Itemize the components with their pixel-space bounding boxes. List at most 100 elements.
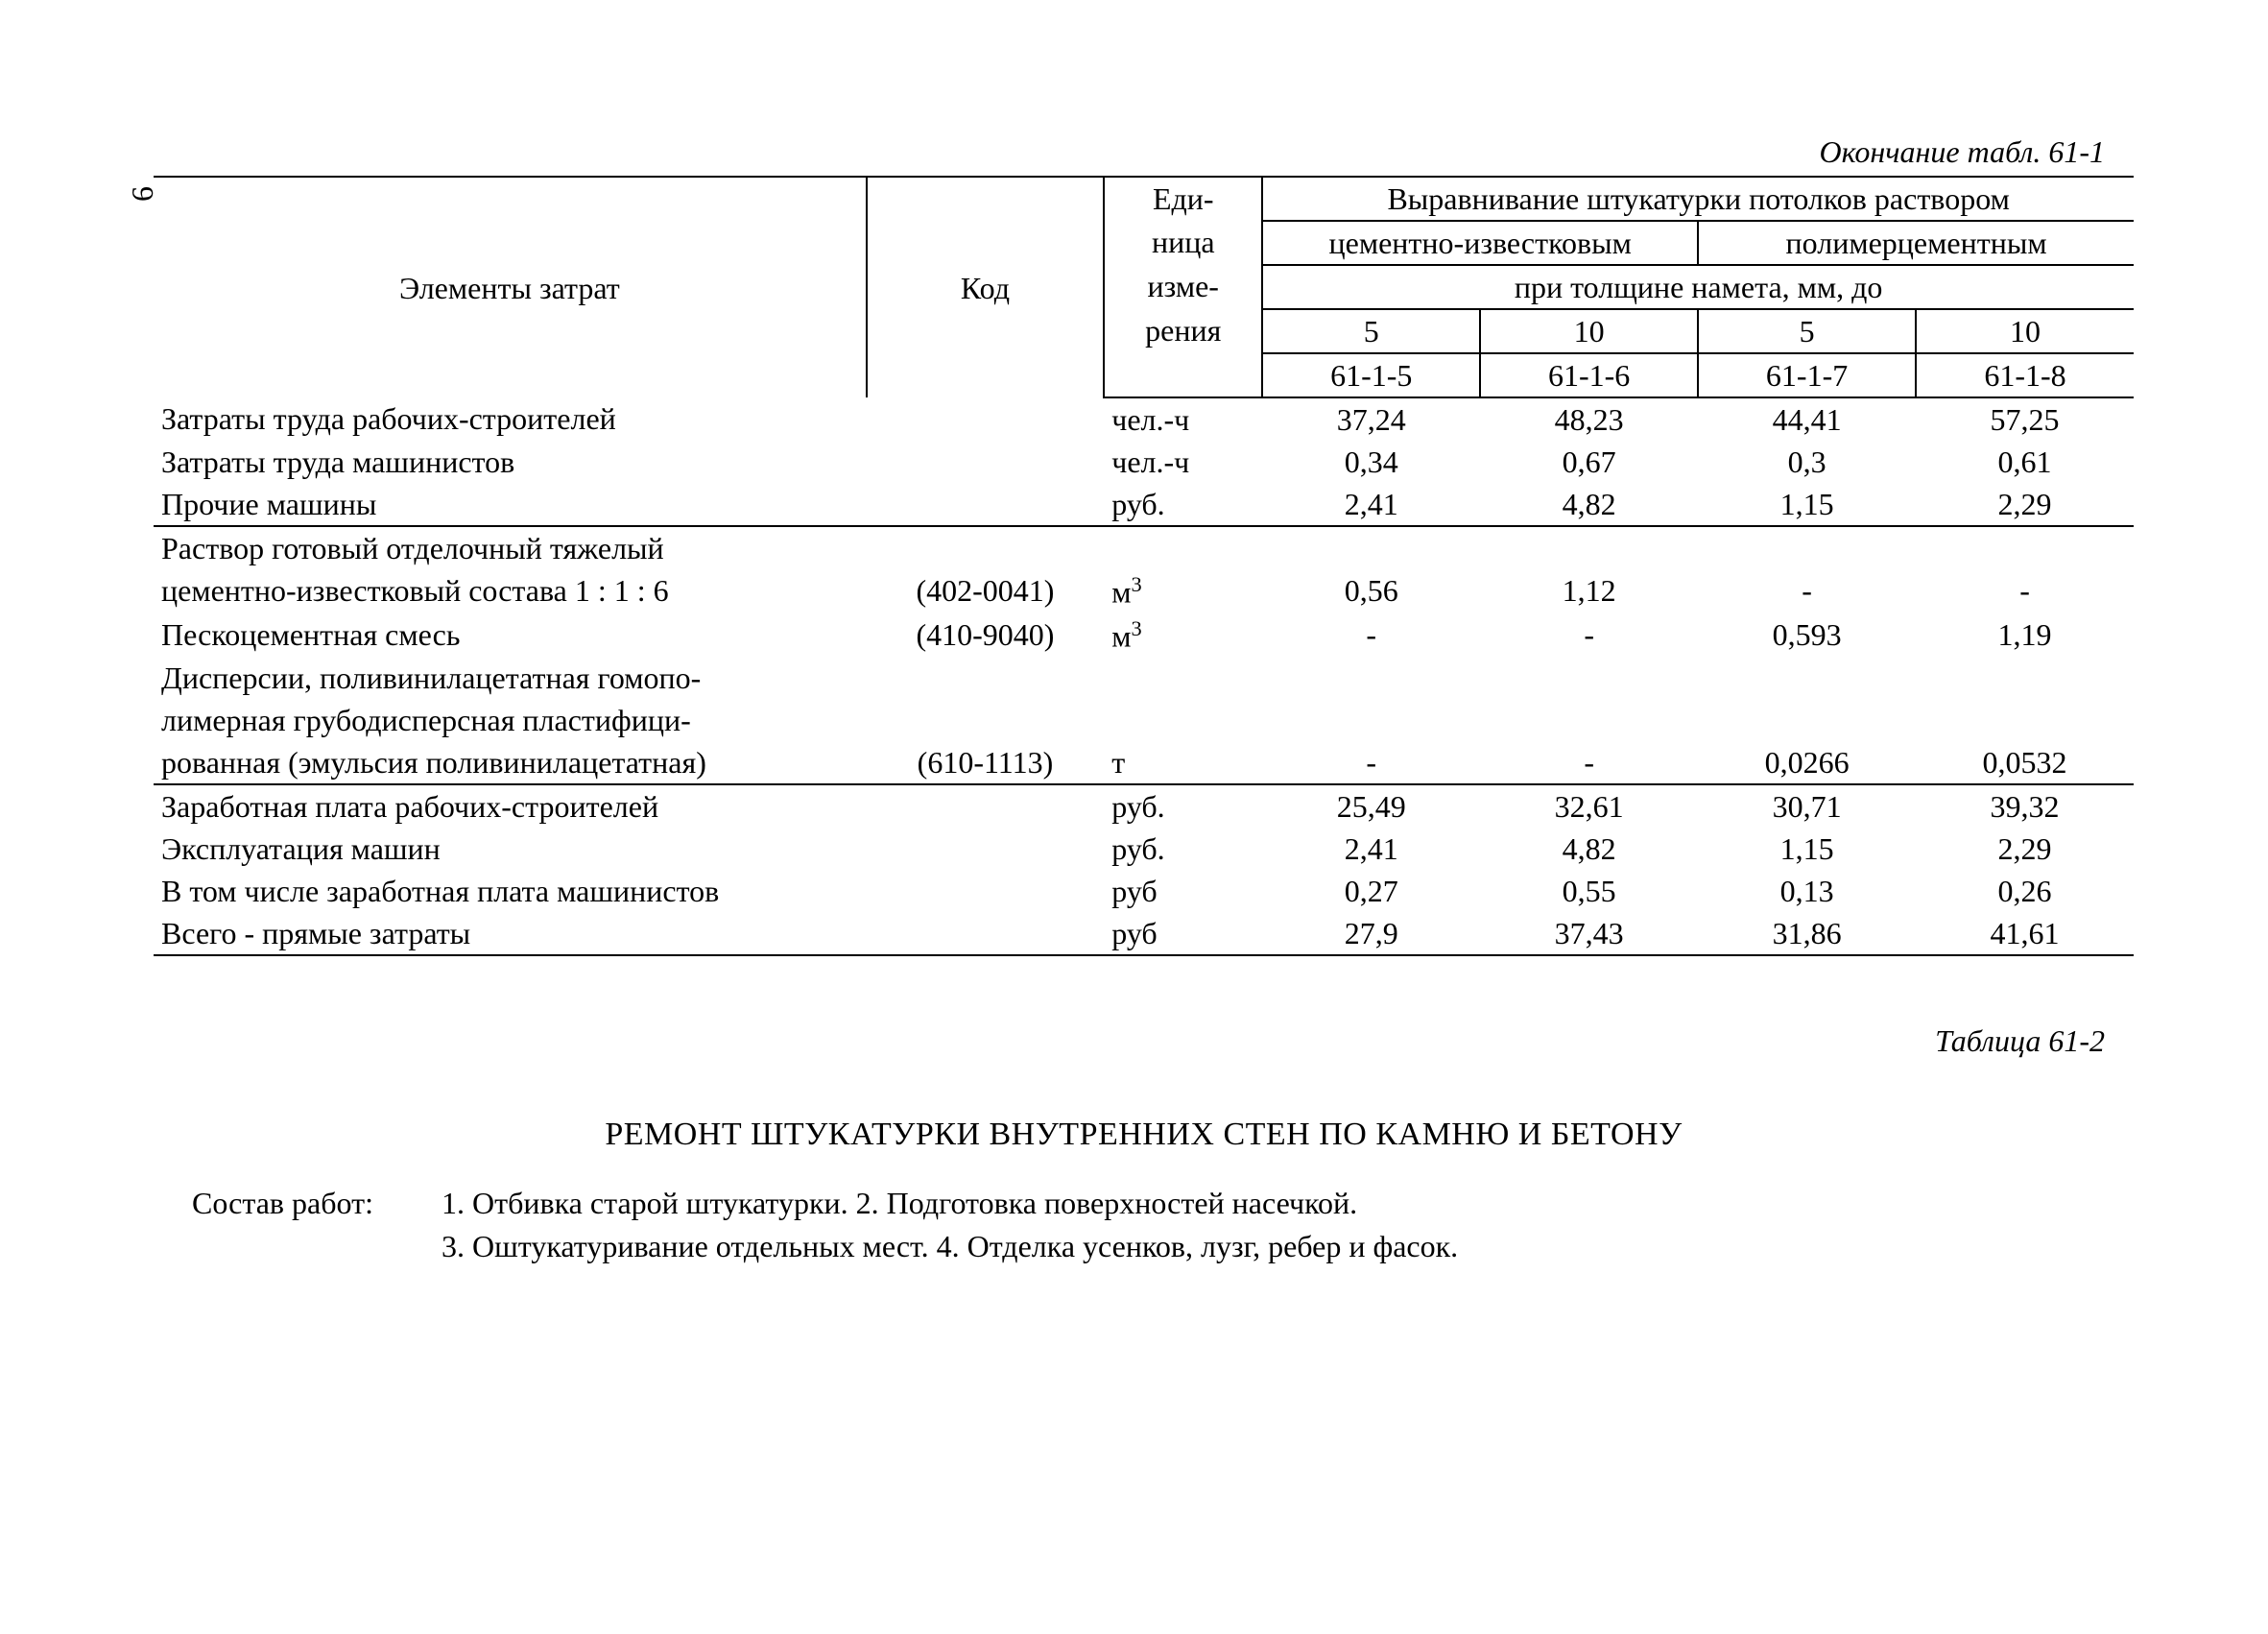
cell-name: Всего - прямые затраты <box>154 912 867 955</box>
cell-code: (402-0041) <box>867 569 1105 613</box>
cell-name-line1: Дисперсии, поливинилацетатная гомопо- <box>154 657 867 699</box>
cell-v5: 2,41 <box>1262 483 1480 526</box>
cell-unit: руб. <box>1104 828 1262 870</box>
cell-v5: 25,49 <box>1262 784 1480 828</box>
cell-v7: - <box>1698 569 1916 613</box>
cell-v5: 2,41 <box>1262 828 1480 870</box>
cell-name: Затраты труда рабочих-строителей <box>154 397 867 441</box>
table-61-1-continuation: Элементы затрат Код Еди- Выравнивание шт… <box>154 176 2134 956</box>
cell-v7: 44,41 <box>1698 397 1916 441</box>
cell-code <box>867 397 1105 441</box>
cell-name-line2: лимерная грубодисперсная пластифици- <box>154 699 867 741</box>
cell-v8: 0,61 <box>1916 441 2134 483</box>
table-row: Раствор готовый отделочный тяжелый <box>154 526 2134 569</box>
work-composition-label: Состав работ: <box>192 1182 442 1268</box>
cell-v8: 57,25 <box>1916 397 2134 441</box>
header-code: Код <box>867 177 1105 397</box>
cell-v5: 0,56 <box>1262 569 1480 613</box>
cell-unit: чел.-ч <box>1104 397 1262 441</box>
cell-v6: 0,55 <box>1480 870 1698 912</box>
cell-name: Эксплуатация машин <box>154 828 867 870</box>
header-unit-l4: рения <box>1104 309 1262 353</box>
cell-name: Пескоцементная смесь <box>154 613 867 658</box>
header-sub-right: полимерцементным <box>1698 221 2134 265</box>
cell-v6: 48,23 <box>1480 397 1698 441</box>
cell-v7: 0,3 <box>1698 441 1916 483</box>
cell-name: В том числе заработная плата машинистов <box>154 870 867 912</box>
cell-v8: 1,19 <box>1916 613 2134 658</box>
cell-name: Заработная плата рабочих-строителей <box>154 784 867 828</box>
work-line-1: 1. Отбивка старой штукатурки. 2. Подгото… <box>442 1182 2134 1225</box>
work-composition-block: Состав работ: 1. Отбивка старой штукатур… <box>154 1182 2134 1268</box>
cell-unit: руб <box>1104 912 1262 955</box>
cell-v7: 1,15 <box>1698 828 1916 870</box>
cell-v5: 0,27 <box>1262 870 1480 912</box>
header-group-title: Выравнивание штукатурки потолков раствор… <box>1262 177 2134 221</box>
cell-v6: 0,67 <box>1480 441 1698 483</box>
table-row: лимерная грубодисперсная пластифици- <box>154 699 2134 741</box>
header-th-5a: 5 <box>1262 309 1480 353</box>
cell-v8: - <box>1916 569 2134 613</box>
table-row: Дисперсии, поливинилацетатная гомопо- <box>154 657 2134 699</box>
cell-unit: руб. <box>1104 784 1262 828</box>
header-sub-left: цементно-известковым <box>1262 221 1698 265</box>
table-row: Пескоцементная смесь (410-9040) м3 - - 0… <box>154 613 2134 658</box>
cell-unit: м3 <box>1104 569 1262 613</box>
cell-code <box>867 784 1105 828</box>
header-unit-l1: Еди- <box>1104 177 1262 221</box>
cell-code <box>867 870 1105 912</box>
header-th-5b: 5 <box>1698 309 1916 353</box>
header-elements: Элементы затрат <box>154 177 867 397</box>
cell-code: (610-1113) <box>867 741 1105 784</box>
cell-code <box>867 483 1105 526</box>
cell-v8: 0,26 <box>1916 870 2134 912</box>
cell-unit: м3 <box>1104 613 1262 658</box>
header-unit-l2: ница <box>1104 221 1262 265</box>
cell-v6: - <box>1480 613 1698 658</box>
cell-name-line2: цементно-известковый состава 1 : 1 : 6 <box>154 569 867 613</box>
header-th-10a: 10 <box>1480 309 1698 353</box>
section-title: РЕМОНТ ШТУКАТУРКИ ВНУТРЕННИХ СТЕН ПО КАМ… <box>154 1117 2134 1153</box>
cell-v5: 37,24 <box>1262 397 1480 441</box>
table-row: Заработная плата рабочих-строителей руб.… <box>154 784 2134 828</box>
table-row: Эксплуатация машин руб. 2,41 4,82 1,15 2… <box>154 828 2134 870</box>
cell-name: Затраты труда машинистов <box>154 441 867 483</box>
cell-v6: 37,43 <box>1480 912 1698 955</box>
cell-v7: 0,593 <box>1698 613 1916 658</box>
work-line-2: 3. Оштукатуривание отдельных мест. 4. От… <box>442 1225 2134 1268</box>
cell-code <box>867 828 1105 870</box>
header-th-10b: 10 <box>1916 309 2134 353</box>
cell-name-line1: Раствор готовый отделочный тяжелый <box>154 526 867 569</box>
cell-v8: 2,29 <box>1916 483 2134 526</box>
cell-v7: 30,71 <box>1698 784 1916 828</box>
table-row: цементно-известковый состава 1 : 1 : 6 (… <box>154 569 2134 613</box>
table-row: Всего - прямые затраты руб 27,9 37,43 31… <box>154 912 2134 955</box>
table-row: Затраты труда машинистов чел.-ч 0,34 0,6… <box>154 441 2134 483</box>
table-row: Затраты труда рабочих-строителей чел.-ч … <box>154 397 2134 441</box>
cell-code <box>867 912 1105 955</box>
cell-unit: т <box>1104 741 1262 784</box>
cell-v6: 4,82 <box>1480 483 1698 526</box>
table-continuation-caption: Окончание табл. 61-1 <box>154 134 2134 170</box>
header-thickness: при толщине намета, мм, до <box>1262 265 2134 309</box>
cell-v6: 1,12 <box>1480 569 1698 613</box>
header-code-8: 61-1-8 <box>1916 353 2134 397</box>
table-row: В том числе заработная плата машинистов … <box>154 870 2134 912</box>
cell-v7: 31,86 <box>1698 912 1916 955</box>
cell-v7: 1,15 <box>1698 483 1916 526</box>
cell-v6: 4,82 <box>1480 828 1698 870</box>
table-reference-61-2: Таблица 61-2 <box>154 1023 2134 1059</box>
cell-unit: руб <box>1104 870 1262 912</box>
cell-v8: 2,29 <box>1916 828 2134 870</box>
table-row: рованная (эмульсия поливинилацетатная) (… <box>154 741 2134 784</box>
cell-v5: - <box>1262 741 1480 784</box>
header-code-5: 61-1-5 <box>1262 353 1480 397</box>
header-unit-empty <box>1104 353 1262 397</box>
cell-v5: 27,9 <box>1262 912 1480 955</box>
cell-name-line3: рованная (эмульсия поливинилацетатная) <box>154 741 867 784</box>
cell-code <box>867 441 1105 483</box>
cell-v6: 32,61 <box>1480 784 1698 828</box>
header-code-6: 61-1-6 <box>1480 353 1698 397</box>
table-row: Прочие машины руб. 2,41 4,82 1,15 2,29 <box>154 483 2134 526</box>
cell-v6: - <box>1480 741 1698 784</box>
